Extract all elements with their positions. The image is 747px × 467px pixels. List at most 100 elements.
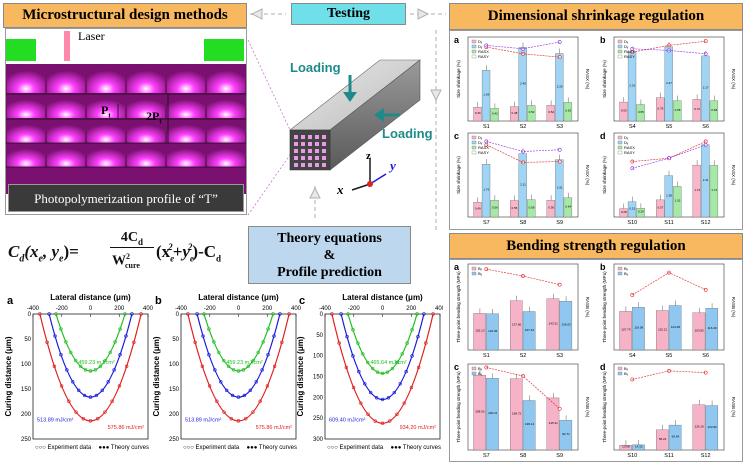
theory-curve [203,313,274,372]
chart-bar [546,200,555,218]
legend-swatch [617,150,623,155]
experiment-point [74,410,78,414]
chart-line [486,367,560,409]
chart-bar-label: 0.56 [548,206,554,210]
chart-line-point [630,166,635,171]
chart-bar-label: 0.49 [475,207,481,211]
legend-swatch [617,266,623,271]
red-dose-label: 575.86 mJ/cm² [256,425,293,431]
chart-bar [522,400,536,451]
profile-xtick: -200 [348,306,361,312]
legend-swatch [471,266,477,271]
chart-bar-label: 2.11 [520,182,526,186]
chart-bar-label: 2.31 [629,83,635,87]
chart-bar [481,70,491,122]
profile-ytick: 100 [21,362,32,368]
voxel-cell [167,95,205,118]
experiment-point [246,364,251,369]
chart-bar [636,208,645,218]
chart-bar [563,197,573,218]
chart-bar-label: 143.21 [549,321,559,325]
chart-bar-label: 0.63 [621,109,627,113]
chart-line-point [667,156,671,161]
shrink-charts-svg: a S1 0.46 1.69 0.42 S2 0.48 2.45 0.52 S3 0.52 2.25 0… [454,35,736,226]
chart-bar-label: 137.66 [512,322,522,326]
experiment-point [357,369,361,374]
experiment-point [236,419,241,423]
chart-bar-label: 101.05 [488,329,498,333]
chart-bar-label: 69.54 [672,435,680,439]
chart-line [632,272,706,296]
chart-category-label: S5 [666,124,673,130]
chart-bar [656,97,665,122]
chart-bar [656,429,669,451]
profile-xtick: 200 [406,306,417,312]
chart-bar [510,378,523,451]
legend-label: RASY [478,54,489,59]
specimen-cell [294,163,298,167]
chart-bar-label: 136.03 [561,323,571,327]
profile-xtick: 200 [114,306,125,312]
experiment-point [251,410,255,414]
profile-xtick: 0 [381,306,385,312]
legend-swatch [471,150,477,155]
chart-bar [692,404,706,451]
experiment-point [88,419,93,423]
chart-bar-label: 0.51 [629,206,635,210]
specimen-cell [322,135,326,139]
chart-line [486,141,560,152]
specimen-cell [301,156,305,160]
loading-right-label: Loading [382,126,433,141]
chart-bar [481,164,491,218]
chart-bar-label: 208.92 [475,410,485,414]
chart-bar [546,397,560,451]
chart-line [486,46,560,58]
chart-bar [632,444,645,451]
profile-xtick: 0 [237,306,241,312]
experiment-point [45,340,49,345]
experiment-point [186,312,190,316]
header-microstructural-design: Microstructural design methods [3,3,247,28]
chart-ylabel: Size shrinkage (%) [456,156,461,194]
legend-swatch [471,44,477,49]
chart-bar-label: 103.82 [695,328,705,332]
chart-bar-label: 2.47 [666,81,672,85]
experiment-point [287,312,291,316]
experiment-point [217,350,221,355]
experiment-point [83,368,88,372]
specimen-cell [294,142,298,146]
experiment-point [67,399,71,403]
chart-bar [692,312,706,351]
experiment-point [272,364,277,369]
experiment-point [222,410,226,414]
profile-panel-a: a Lateral distance (μm) -400 -200 0 200 400 0 50… [4,293,154,451]
specimen-cell [322,149,326,153]
experiment-point [207,384,212,388]
chart-bar-label: 1.91 [557,185,563,189]
theory-curve [196,313,281,398]
legend-label: Dₓ [478,135,483,140]
experiment-point [124,334,128,338]
legend-label: Bₓ [624,266,629,271]
header-dimensional-shrinkage: Dimensional shrinkage regulation [449,3,743,30]
profile-axes-box [324,313,441,440]
chart-bar [510,300,523,351]
chart-bar-label: 0.57 [658,205,664,209]
theory-line-1: Theory equations [277,231,382,246]
legend-swatch [617,271,623,276]
experiment-point [74,358,78,363]
blue-dose-label: 513.89 mJ/cm² [185,418,222,424]
experiment-point [71,380,75,384]
blue-dose-label: 609.40 mJ/cm² [329,418,366,424]
chart-bar-label: 0.62 [565,109,571,113]
chart-bar-label: 0.68 [711,108,717,112]
chart-bar-label: 200.11 [488,411,497,415]
chart-bar [619,208,628,218]
legend-label: Dᵧ [624,44,629,49]
chart-category-label: S9 [556,453,563,459]
chart-category-label: S9 [556,220,563,226]
legend-swatch [617,54,623,59]
experiment-point [96,416,100,421]
